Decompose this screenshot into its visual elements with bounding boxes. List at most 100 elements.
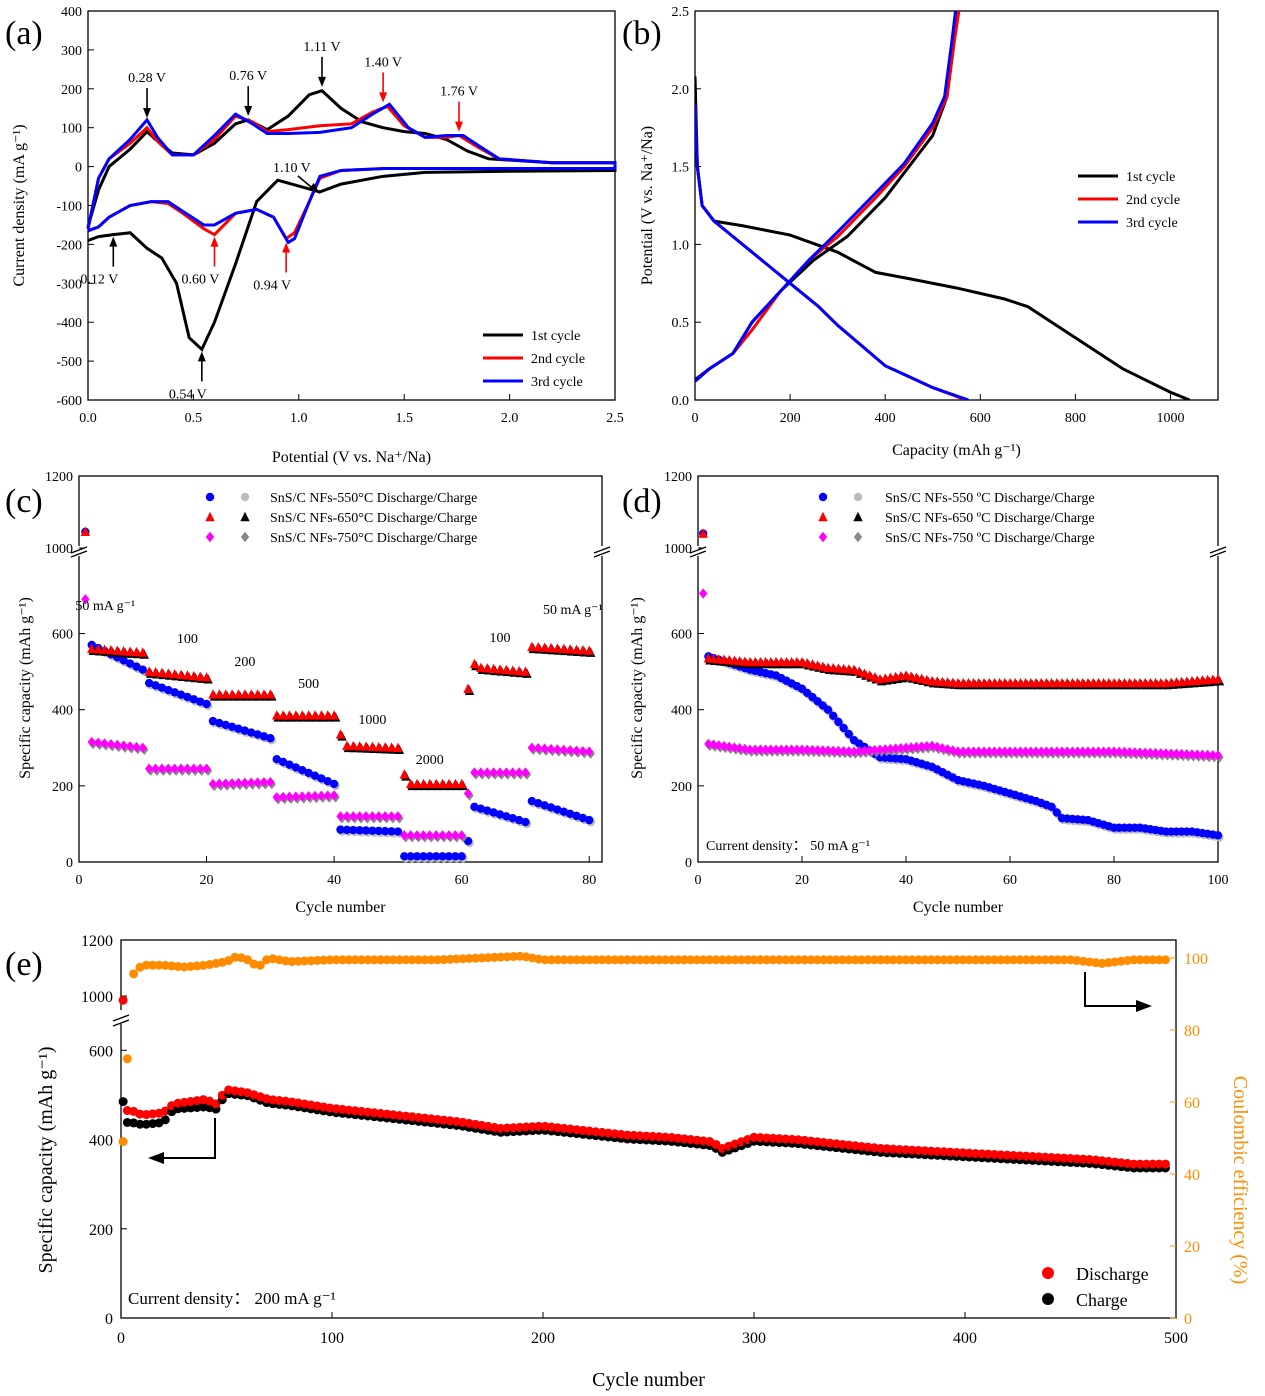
discharge-point: [1125, 746, 1134, 758]
discharge-point: [329, 790, 339, 801]
discharge-point: [527, 641, 537, 652]
ce-point: [1034, 955, 1044, 965]
discharge-point: [1059, 1153, 1069, 1163]
discharge-point: [399, 769, 409, 779]
annotation-label: 1.40 V: [364, 55, 402, 70]
discharge-point: [450, 778, 461, 789]
discharge-point: [958, 1148, 968, 1158]
y-tick-label: 0.0: [672, 394, 690, 409]
ce-point: [945, 955, 955, 965]
ce-point: [414, 955, 424, 965]
discharge-point: [106, 644, 116, 655]
discharge-point: [527, 742, 537, 753]
ce-point: [952, 955, 962, 965]
ce-point: [622, 955, 632, 965]
ce-point: [1021, 955, 1031, 965]
y-axis-label: Specific capacity (mAh g⁻¹): [629, 597, 646, 779]
y-tick-label: 600: [671, 628, 692, 643]
discharge-point: [943, 744, 952, 755]
ce-point: [572, 955, 582, 965]
x-tick-label: 80: [582, 873, 596, 888]
ce-point: [584, 955, 594, 965]
discharge-point: [234, 777, 243, 789]
discharge-point: [463, 683, 473, 693]
rate-label: 100: [177, 632, 198, 647]
discharge-point: [1078, 746, 1087, 757]
discharge-point: [781, 1134, 791, 1144]
discharge-point: [202, 699, 211, 709]
discharge-curve: [695, 76, 1191, 400]
discharge-point: [221, 778, 230, 789]
discharge-point: [882, 1144, 892, 1154]
discharge-point: [221, 720, 230, 730]
discharge-point: [1089, 746, 1098, 757]
ce-point: [458, 954, 468, 964]
discharge-point: [195, 697, 205, 706]
annotation-arrowhead: [379, 92, 388, 103]
discharge-curve: [695, 104, 967, 400]
ce-point: [939, 955, 949, 965]
legend-label: Charge: [1076, 1290, 1128, 1310]
ce-point: [869, 955, 879, 965]
charge-point: [118, 1097, 128, 1107]
rate-label: 500: [298, 677, 319, 692]
y-tick-label: 2.0: [672, 83, 690, 98]
y-tick-label: 400: [89, 1133, 113, 1150]
legend-label: 1st cycle: [1126, 170, 1175, 185]
ce-point: [591, 955, 601, 965]
axis-break-gap: [113, 1010, 129, 1024]
annotation-label: 0.54 V: [169, 387, 207, 402]
discharge-point: [272, 710, 282, 720]
charge-curve: [695, 11, 958, 381]
discharge-point: [355, 811, 364, 822]
x-tick-label: 100: [1208, 873, 1229, 888]
discharge-point: [1026, 746, 1035, 757]
discharge-point: [476, 804, 486, 813]
ce-point: [648, 955, 658, 965]
ce-point: [914, 955, 924, 965]
discharge-point: [539, 642, 550, 652]
discharge-point: [272, 792, 281, 803]
ce-point: [451, 954, 461, 964]
rate-label: 50 mA g⁻¹: [75, 599, 135, 614]
discharge-point: [578, 645, 588, 655]
discharge-point: [864, 670, 875, 680]
discharge-point: [514, 815, 524, 825]
discharge-point: [875, 744, 885, 755]
discharge-point: [755, 1133, 765, 1143]
annotation-arrowhead: [197, 351, 206, 362]
discharge-point: [259, 689, 269, 699]
discharge-point: [393, 811, 403, 822]
ce-point: [382, 955, 392, 965]
discharge-point: [855, 745, 864, 757]
discharge-point: [813, 745, 822, 756]
x-tick-label: 0.5: [185, 411, 203, 426]
discharge-point: [240, 777, 250, 789]
discharge-point: [834, 745, 843, 757]
discharge-point: [374, 826, 383, 836]
discharge-point: [278, 757, 288, 767]
y-tick-label: 600: [89, 1043, 113, 1060]
discharge-point: [1040, 1152, 1050, 1162]
discharge-point: [176, 763, 186, 774]
annotation-label: 0.94 V: [253, 278, 291, 293]
discharge-point: [768, 1133, 778, 1143]
discharge-point: [740, 743, 749, 755]
annotation-label: 0.28 V: [128, 71, 166, 86]
discharge-point: [1177, 748, 1186, 760]
ce-point: [990, 955, 1000, 965]
discharge-point: [540, 743, 549, 754]
discharge-point: [552, 643, 563, 653]
discharge-point: [939, 1147, 949, 1157]
discharge-point: [534, 742, 543, 754]
ce-point: [1053, 955, 1063, 965]
discharge-point: [368, 826, 377, 835]
rate-label: 200: [234, 655, 255, 670]
legend-label: SnS/C NFs-750°C Discharge/Charge: [270, 531, 477, 546]
legend-marker: [205, 531, 215, 543]
y-tick-label: 1.0: [672, 238, 690, 253]
cv-curve: [86, 89, 617, 352]
discharge-point: [195, 671, 205, 681]
discharge-point: [922, 741, 931, 752]
